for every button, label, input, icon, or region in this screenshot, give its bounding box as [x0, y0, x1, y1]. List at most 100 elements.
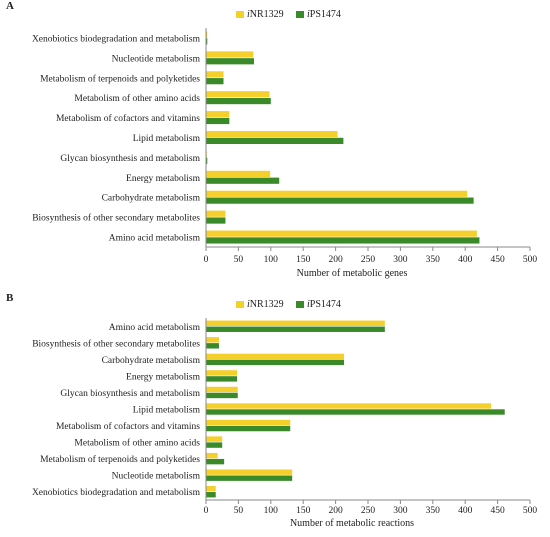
category-label: Carbohydrate metabolism [102, 356, 201, 366]
category-label: Biosynthesis of other secondary metaboli… [32, 213, 200, 224]
bar [206, 38, 208, 45]
x-tick-label: 150 [296, 255, 311, 265]
legend-prefix: i [307, 299, 310, 310]
bar [206, 78, 224, 85]
panel-letter: A [6, 0, 14, 12]
category-label: Metabolism of cofactors and vitamins [56, 421, 200, 432]
category-label: Biosynthesis of other secondary metaboli… [32, 338, 200, 349]
legend-swatch [236, 11, 244, 18]
x-tick-label: 250 [361, 506, 376, 516]
category-label: Lipid metabolism [133, 406, 201, 416]
x-tick-label: 100 [264, 255, 279, 265]
category-label: Metabolism of other amino acids [74, 93, 200, 104]
x-axis-label: Number of metabolic reactions [290, 518, 414, 529]
panel-letter: B [6, 292, 14, 304]
legend-prefix: i [247, 9, 250, 20]
bar [206, 58, 254, 65]
bar [206, 31, 208, 38]
bar [206, 91, 270, 98]
bar [206, 230, 477, 237]
category-label: Glycan biosynthesis and metabolism [60, 154, 200, 164]
x-axis-label: Number of metabolic genes [297, 268, 408, 279]
bar [206, 436, 223, 442]
category-label: Nucleotide metabolism [112, 54, 201, 64]
bar [206, 343, 219, 349]
category-label: Glycan biosynthesis and metabolism [60, 389, 200, 399]
category-label: Xenobiotics biodegradation and metabolis… [32, 34, 201, 44]
legend-entry: iPS1474 [307, 9, 341, 20]
bar [206, 376, 238, 382]
category-label: Metabolism of cofactors and vitamins [56, 113, 200, 124]
bar [206, 177, 280, 184]
category-label: Metabolism of other amino acids [74, 438, 200, 449]
bar [206, 131, 338, 138]
bar [206, 197, 474, 204]
x-tick-label: 0 [204, 255, 209, 265]
bar [206, 51, 254, 58]
legend-entry: iNR1329 [247, 299, 284, 310]
legend-swatch [296, 11, 304, 18]
bar [206, 137, 344, 144]
x-tick-label: 400 [458, 255, 473, 265]
x-tick-label: 50 [234, 255, 244, 265]
category-label: Carbohydrate metabolism [102, 194, 201, 204]
bar [206, 320, 385, 326]
legend-entry: iPS1474 [307, 299, 341, 310]
legend-swatch [236, 301, 244, 308]
x-tick-label: 100 [264, 506, 279, 516]
bar [206, 326, 385, 332]
bar [206, 475, 293, 481]
bar [206, 370, 238, 376]
category-label: Xenobiotics biodegradation and metabolis… [32, 488, 201, 498]
legend-prefix: i [247, 299, 250, 310]
x-tick-label: 350 [426, 506, 441, 516]
x-tick-label: 450 [490, 506, 505, 516]
x-tick-label: 350 [426, 255, 441, 265]
legend-name: NR1329 [250, 9, 284, 20]
x-tick-label: 500 [523, 506, 538, 516]
bar [206, 452, 218, 459]
bar [206, 237, 480, 244]
bar [206, 359, 345, 366]
category-label: Amino acid metabolism [109, 234, 201, 244]
bar [206, 337, 219, 343]
x-tick-label: 50 [234, 506, 244, 516]
bar [206, 486, 216, 492]
bar [206, 419, 291, 426]
category-label: Metabolism of terpenoids and polyketides [40, 454, 200, 465]
category-label: Nucleotide metabolism [112, 472, 201, 482]
category-label: Amino acid metabolism [109, 323, 201, 333]
bar [206, 469, 293, 475]
bar [206, 386, 238, 393]
bar [206, 71, 224, 78]
x-tick-label: 500 [523, 255, 538, 265]
category-label: Energy metabolism [126, 174, 201, 184]
legend-name: PS1474 [310, 299, 341, 310]
x-tick-label: 200 [328, 255, 343, 265]
x-tick-label: 450 [490, 255, 505, 265]
x-tick-label: 0 [204, 506, 209, 516]
category-label: Lipid metabolism [133, 134, 201, 144]
bar [206, 353, 345, 360]
x-tick-label: 200 [328, 506, 343, 516]
category-label: Energy metabolism [126, 372, 201, 382]
x-tick-label: 300 [393, 255, 408, 265]
legend-swatch [296, 301, 304, 308]
category-label: Metabolism of terpenoids and polyketides [40, 73, 200, 84]
legend-prefix: i [307, 9, 310, 20]
bar [206, 117, 230, 125]
x-tick-label: 300 [393, 506, 408, 516]
x-tick-label: 250 [361, 255, 376, 265]
bar [206, 442, 223, 448]
bar [206, 190, 468, 197]
bar [206, 392, 238, 399]
bar [206, 170, 271, 178]
x-tick-label: 400 [458, 506, 473, 516]
legend-entry: iNR1329 [247, 9, 284, 20]
bar [206, 403, 492, 409]
legend-name: NR1329 [250, 299, 284, 310]
bar [206, 409, 505, 415]
